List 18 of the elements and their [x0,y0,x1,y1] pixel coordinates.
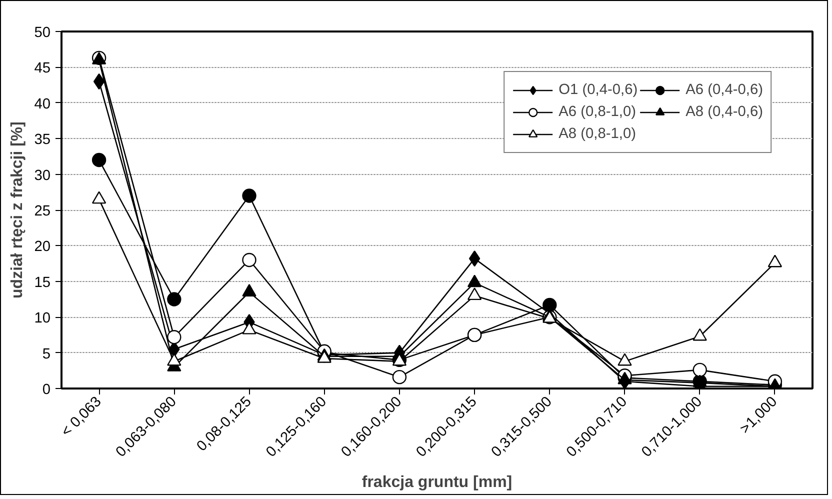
x-axis-title: frakcja gruntu [mm] [362,474,512,492]
legend-label: A8 (0,4-0,6) [686,104,763,120]
y-tick-label: 45 [34,60,51,77]
y-tick-label: 30 [34,168,51,184]
y-tick-label: 25 [34,204,51,220]
y-tick-label: 20 [34,239,51,256]
y-tick-label: 50 [34,25,51,41]
y-tick-label: 5 [42,346,51,362]
y-tick-label: 40 [34,96,51,112]
y-tick-label: 10 [34,310,51,327]
y-tick-label: 0 [42,382,51,398]
y-tick-label: 15 [34,274,51,291]
legend-label: A6 (0,4-0,6) [686,82,763,98]
y-axis-title: udział rtęci z frakcji [%] [9,122,26,298]
legend-label: A8 (0,8-1,0) [558,126,636,142]
legend-label: O1 (0,4-0,6) [558,82,638,98]
legend-label: A6 (0,8-1,0) [558,104,636,120]
y-tick-label: 35 [34,132,51,148]
